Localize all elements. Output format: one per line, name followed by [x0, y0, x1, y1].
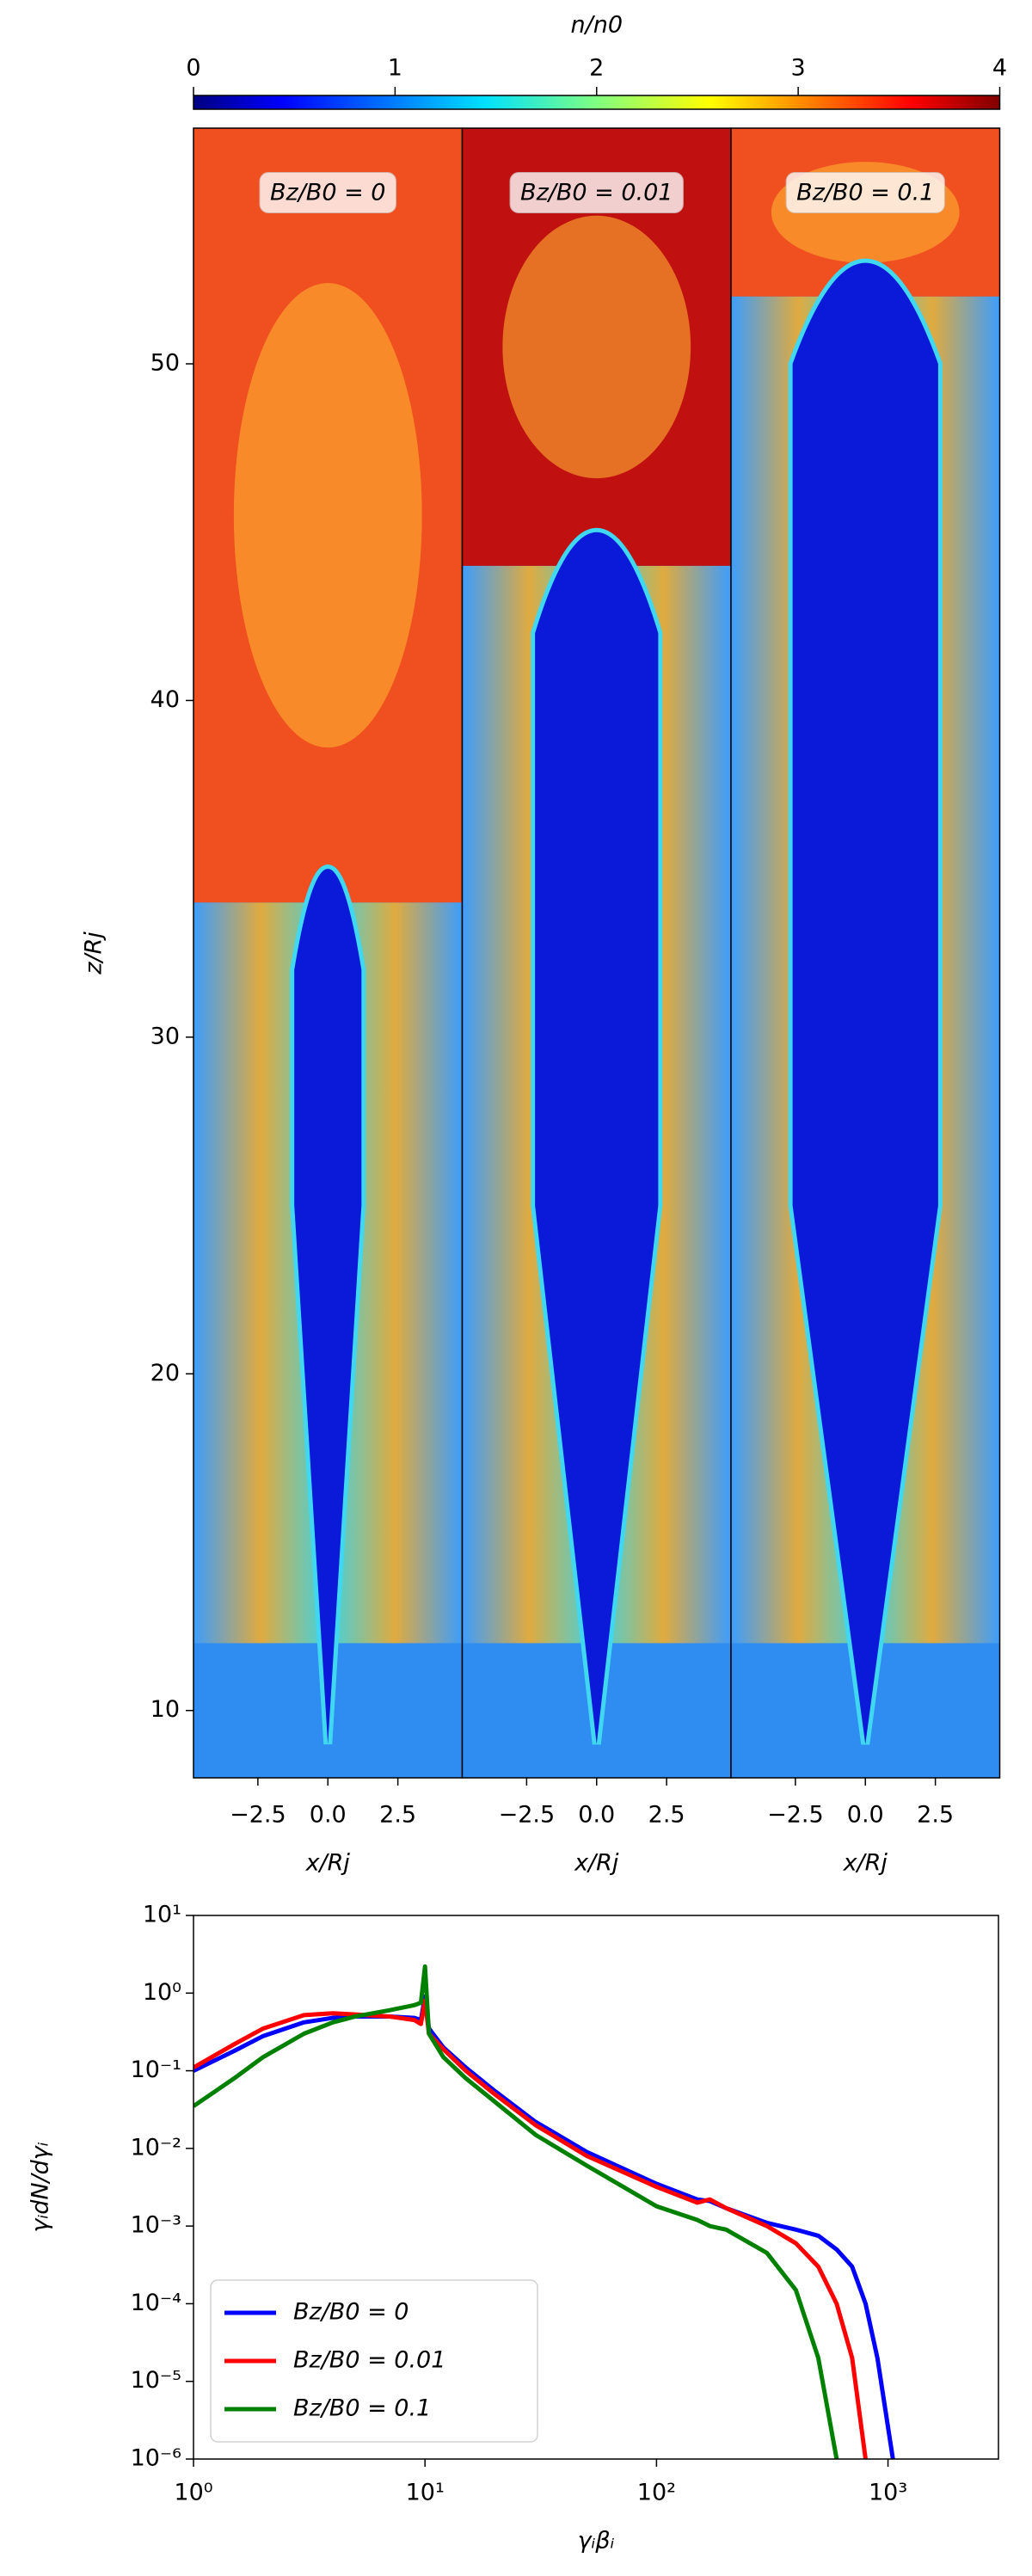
dense-blob — [233, 283, 422, 748]
colorbar-tick-label: 4 — [992, 55, 1007, 82]
x-tick-label: −2.5 — [230, 1802, 286, 1829]
series-line — [194, 1998, 868, 2459]
x-tick-label: −2.5 — [499, 1802, 556, 1829]
x-tick-label: 10¹ — [406, 2480, 445, 2506]
x-axis-label: x/Rj — [574, 1850, 619, 1877]
colorbar-tick-label: 2 — [589, 55, 604, 82]
y-tick-label: 30 — [150, 1023, 180, 1049]
colorbar-label: n/n0 — [571, 12, 624, 39]
x-tick-label: 0.0 — [578, 1802, 615, 1829]
dense-blob — [502, 215, 691, 479]
cavity — [535, 532, 659, 1744]
x-tick-label: −2.5 — [767, 1802, 824, 1829]
panel-title-box — [259, 172, 396, 213]
panel-title: Bz/B0 = 0 — [270, 180, 385, 206]
colorbar-tick-label: 0 — [186, 55, 200, 82]
plot-frame — [193, 1915, 999, 2460]
legend-label: Bz/B0 = 0 — [293, 2299, 408, 2326]
x-axis-label: x/Rj — [305, 1850, 351, 1877]
y-tick-label: 10 — [150, 1696, 180, 1723]
x-tick-label: 2.5 — [379, 1802, 416, 1829]
colorbar-tick-label: 3 — [791, 55, 806, 82]
panel-title-box — [785, 172, 945, 213]
colorbar — [193, 95, 1001, 110]
x-tick-label: 10² — [637, 2480, 676, 2506]
y-tick-label: 40 — [150, 686, 180, 713]
y-tick-label: 10¹ — [143, 1902, 181, 1928]
cavity — [792, 262, 938, 1744]
series-line — [194, 1994, 895, 2459]
legend-box — [210, 2279, 538, 2443]
x-axis-label: x/Rj — [843, 1850, 888, 1877]
x-tick-label: 10³ — [869, 2480, 907, 2506]
density-panel — [731, 128, 1000, 1778]
x-tick-label: 2.5 — [917, 1802, 954, 1829]
y-tick-label: 10⁻⁵ — [131, 2367, 181, 2394]
y-axis-label: z/Rj — [81, 931, 108, 975]
y-axis-label: γᵢdN/dγᵢ — [28, 2142, 54, 2232]
y-tick-label: 10⁻² — [131, 2134, 181, 2161]
panel-title-box — [509, 172, 684, 213]
panel-title: Bz/B0 = 0.1 — [796, 180, 934, 206]
cavity — [294, 869, 362, 1744]
legend-label: Bz/B0 = 0.1 — [293, 2395, 431, 2422]
colorbar-tick-label: 1 — [388, 55, 402, 82]
x-tick-label: 0.0 — [847, 1802, 884, 1829]
x-tick-label: 2.5 — [648, 1802, 685, 1829]
y-tick-label: 10⁻¹ — [131, 2056, 181, 2083]
panel-title: Bz/B0 = 0.01 — [520, 180, 673, 206]
y-tick-label: 10⁻⁶ — [131, 2445, 181, 2472]
y-tick-label: 10⁻³ — [131, 2212, 181, 2239]
y-tick-label: 10⁰ — [143, 1979, 181, 2006]
y-tick-label: 20 — [150, 1360, 180, 1386]
x-axis-label: γᵢβᵢ — [578, 2528, 615, 2554]
x-tick-label: 10⁰ — [174, 2480, 212, 2506]
legend-label: Bz/B0 = 0.01 — [293, 2347, 445, 2374]
plot-area — [194, 1964, 895, 2459]
y-tick-label: 50 — [150, 350, 180, 377]
series-line — [194, 1964, 839, 2459]
y-tick-label: 10⁻⁴ — [131, 2290, 181, 2316]
density-panel — [194, 128, 463, 1778]
density-panel — [462, 128, 731, 1778]
x-tick-label: 0.0 — [310, 1802, 347, 1829]
